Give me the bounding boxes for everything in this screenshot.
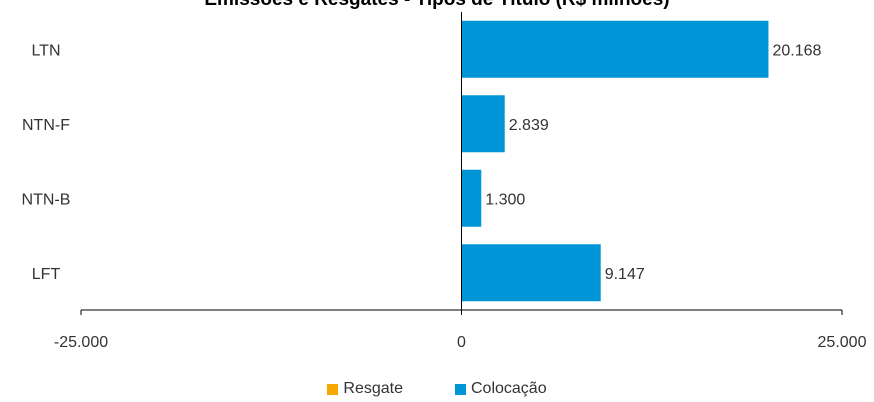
bar-colocacao-lft — [461, 244, 601, 302]
legend-label-resgate: Resgate — [343, 380, 403, 397]
chart-legend: Resgate Colocação — [0, 380, 874, 398]
legend-item-colocacao[interactable]: Colocação — [454, 380, 547, 398]
category-label-ntn-f: NTN-F — [22, 117, 70, 134]
category-label-lft: LFT — [32, 266, 61, 283]
bar-colocacao-ntn-b — [461, 169, 482, 227]
category-label-ntn-b: NTN-B — [22, 191, 71, 208]
bar-colocacao-ltn — [461, 20, 769, 78]
legend-swatch-resgate — [327, 383, 339, 395]
bar-colocacao-ntn-f — [461, 95, 505, 153]
x-tick-label-1: 0 — [457, 334, 466, 351]
category-label-ltn: LTN — [31, 42, 60, 59]
legend-swatch-colocacao — [454, 383, 466, 395]
legend-label-colocacao: Colocação — [470, 380, 547, 397]
x-tick-label-2: 25.000 — [818, 334, 867, 351]
legend-item-resgate[interactable]: Resgate — [327, 380, 403, 398]
x-tick-label-0: -25.000 — [54, 334, 108, 351]
data-label-lft: 9.147 — [605, 266, 645, 283]
data-label-ntn-b: 1.300 — [485, 191, 525, 208]
data-label-ltn: 20.168 — [772, 42, 821, 59]
chart-title: Emissões e Resgates - Tipos de Título (R… — [0, 0, 874, 11]
data-label-ntn-f: 2.839 — [509, 117, 549, 134]
